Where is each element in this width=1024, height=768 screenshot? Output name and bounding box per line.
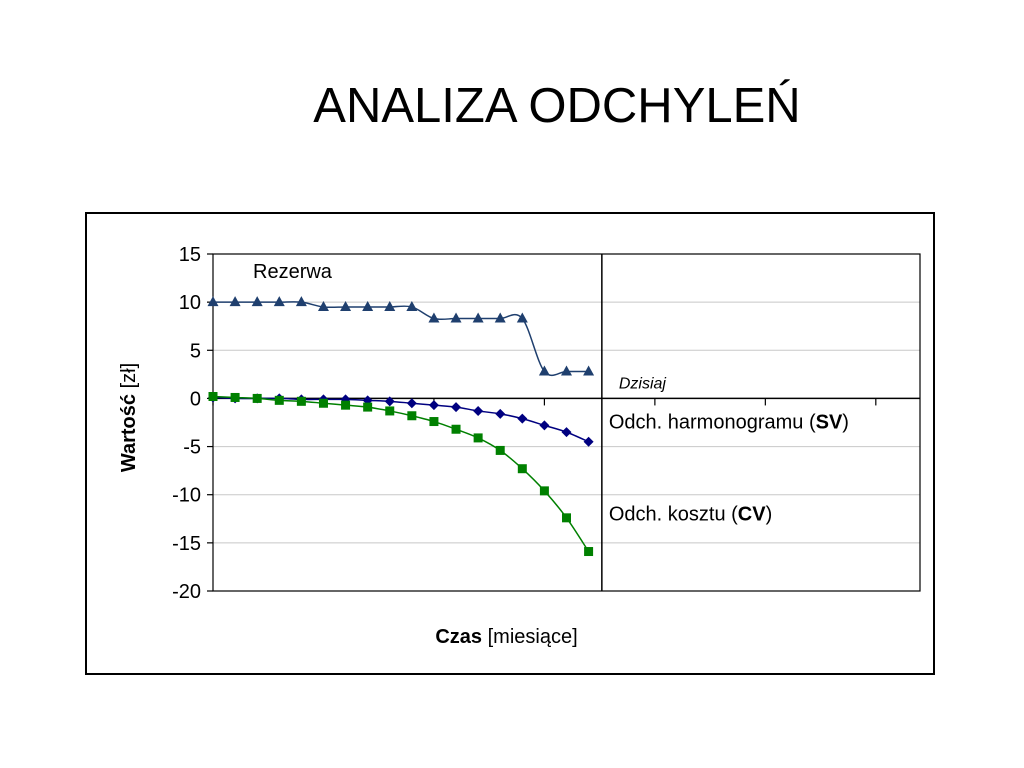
data-point-diamond (517, 413, 528, 424)
data-point-triangle (317, 300, 329, 311)
data-point-diamond (495, 408, 506, 419)
data-point-triangle (251, 296, 263, 307)
data-point-square (517, 464, 527, 474)
data-point-triangle (295, 296, 307, 307)
data-point-diamond (406, 398, 417, 409)
data-point-square (562, 513, 571, 523)
y-tick-label: 15 (179, 244, 201, 266)
data-point-square (451, 424, 461, 434)
data-point-triangle (340, 300, 352, 311)
series-line-2 (212, 395, 590, 552)
data-point-diamond (583, 436, 594, 447)
data-point-triangle (516, 312, 528, 323)
series-label-cv-suffix: ) (766, 504, 773, 526)
data-point-square (252, 393, 262, 403)
data-point-square (230, 392, 240, 402)
data-point-diamond (561, 427, 572, 438)
y-tick-label: -10 (172, 485, 201, 507)
data-point-triangle (583, 365, 595, 376)
data-point-square (318, 398, 328, 408)
data-point-square (296, 396, 306, 406)
data-point-triangle (406, 300, 418, 311)
data-point-square (584, 547, 594, 557)
y-axis-label: Wartość [zł] (118, 363, 140, 472)
data-point-diamond (539, 420, 550, 431)
data-point-triangle (229, 296, 241, 307)
data-point-square (407, 411, 417, 421)
data-point-square (473, 433, 483, 443)
series-label-sv: Odch. harmonogramu (SV) (609, 411, 849, 433)
y-tick-label: -15 (172, 533, 201, 555)
series-label-cv-prefix: Odch. kosztu ( (609, 504, 738, 526)
data-point-square (274, 395, 284, 405)
today-label: Dzisiaj (619, 375, 667, 392)
data-point-triangle (384, 300, 396, 311)
x-axis-label-rest: [miesiące] (482, 626, 578, 648)
data-point-square (208, 392, 218, 402)
y-tick-label: 10 (179, 292, 201, 314)
gridlines (213, 301, 920, 544)
data-point-diamond (384, 396, 395, 407)
data-point-square (341, 400, 351, 410)
line-chart: 15 10 5 0 -5 -10 -15 -20 Dzisiaj Rezerwa Odch. … (118, 244, 921, 648)
x-axis-label-bold: Czas (435, 626, 482, 648)
y-tick-label: -5 (183, 437, 201, 459)
plot-area-border (212, 253, 921, 592)
series-label-sv-suffix: ) (842, 411, 849, 433)
data-point-triangle (273, 296, 285, 307)
series-line-0 (213, 301, 589, 377)
y-axis-label-rest: [zł] (118, 363, 140, 394)
data-point-square (495, 445, 505, 455)
data-point-triangle (561, 365, 572, 376)
data-point-triangle (472, 312, 484, 323)
data-point-triangle (428, 312, 440, 323)
series-label-cv: Odch. kosztu (CV) (609, 504, 772, 526)
y-axis-label-bold: Wartość (118, 394, 140, 472)
axes: 15 10 5 0 -5 -10 -15 -20 (172, 244, 920, 603)
series-label-cv-bold: CV (738, 504, 766, 526)
y-tick-label: 0 (190, 388, 201, 410)
series (207, 296, 595, 557)
y-tick-label: -20 (172, 581, 201, 603)
x-axis-label: Czas [miesiące] (435, 626, 577, 648)
data-point-triangle (494, 312, 506, 323)
series-label-sv-bold: SV (816, 411, 843, 433)
data-point-triangle (207, 296, 219, 307)
data-point-triangle (538, 365, 550, 376)
data-point-triangle (362, 300, 374, 311)
data-point-square (429, 417, 439, 427)
y-tick-label: 5 (190, 340, 201, 362)
series-label-rezerwa: Rezerwa (253, 261, 333, 283)
data-point-diamond (428, 400, 439, 411)
data-point-square (385, 406, 395, 416)
data-point-diamond (451, 402, 462, 413)
chart-frame: 15 10 5 0 -5 -10 -15 -20 Dzisiaj Rezerwa Odch. … (85, 212, 935, 675)
slide-title: ANALIZA ODCHYLEŃ (313, 79, 801, 133)
series-line-1 (212, 396, 589, 443)
data-point-diamond (473, 405, 484, 416)
series-label-sv-prefix: Odch. harmonogramu ( (609, 411, 816, 433)
data-point-square (539, 486, 549, 496)
data-point-square (363, 402, 373, 412)
data-point-triangle (450, 312, 462, 323)
